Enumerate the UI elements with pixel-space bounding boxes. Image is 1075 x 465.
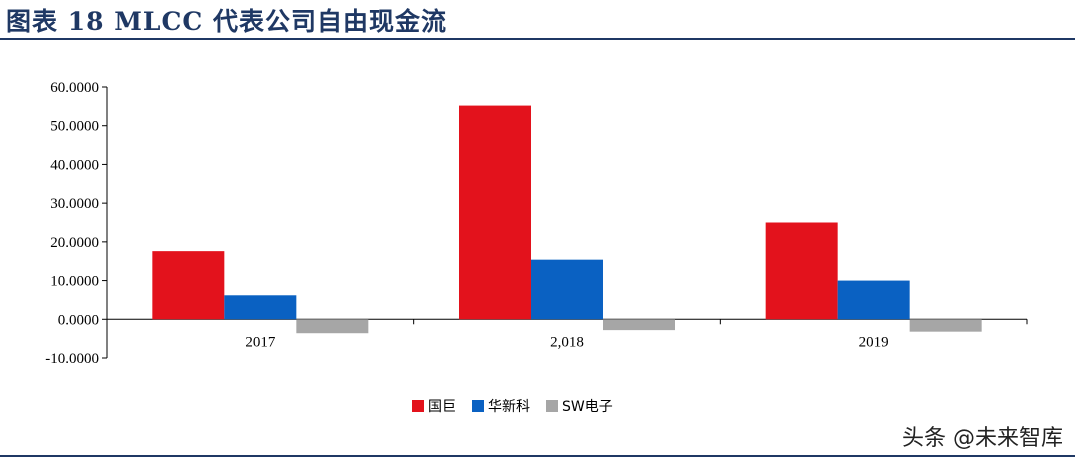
- y-tick-label: 50.0000: [50, 119, 99, 135]
- legend-item: 华新科: [472, 396, 530, 416]
- bar: [837, 280, 910, 320]
- legend-item: 国巨: [412, 396, 456, 416]
- x-tick-label: 2,018: [550, 334, 584, 350]
- bar: [459, 105, 531, 320]
- y-tick-label: 40.0000: [50, 157, 99, 173]
- bar: [909, 319, 982, 332]
- x-tick-label: 2017: [245, 334, 276, 350]
- bar: [296, 319, 369, 334]
- bar: [531, 259, 603, 320]
- bar: [765, 222, 838, 320]
- title-divider: [0, 38, 1075, 40]
- legend-swatch: [472, 400, 484, 412]
- y-tick-label: 20.0000: [50, 235, 99, 251]
- y-tick-label: 0.0000: [58, 312, 99, 328]
- bar: [224, 295, 297, 320]
- bar: [152, 251, 225, 320]
- y-tick-label: 60.0000: [50, 80, 99, 96]
- chart-legend: 国巨 华新科 SW电子: [412, 396, 613, 416]
- y-tick-label: 10.0000: [50, 274, 99, 290]
- legend-swatch: [412, 400, 424, 412]
- legend-label: SW电子: [562, 399, 613, 415]
- legend-label: 国巨: [428, 399, 456, 415]
- x-tick-label: 2019: [859, 334, 889, 350]
- legend-label: 华新科: [488, 399, 530, 415]
- y-tick-label: 30.0000: [50, 196, 99, 212]
- legend-swatch: [546, 400, 558, 412]
- legend-item: SW电子: [546, 396, 613, 416]
- figure-title: 图表 18 MLCC 代表公司自由现金流: [6, 7, 447, 36]
- y-tick-label: -10.0000: [45, 351, 99, 367]
- bottom-divider: [0, 455, 1075, 457]
- watermark-text: 头条 @未来智库: [902, 426, 1063, 451]
- bar: [603, 319, 675, 331]
